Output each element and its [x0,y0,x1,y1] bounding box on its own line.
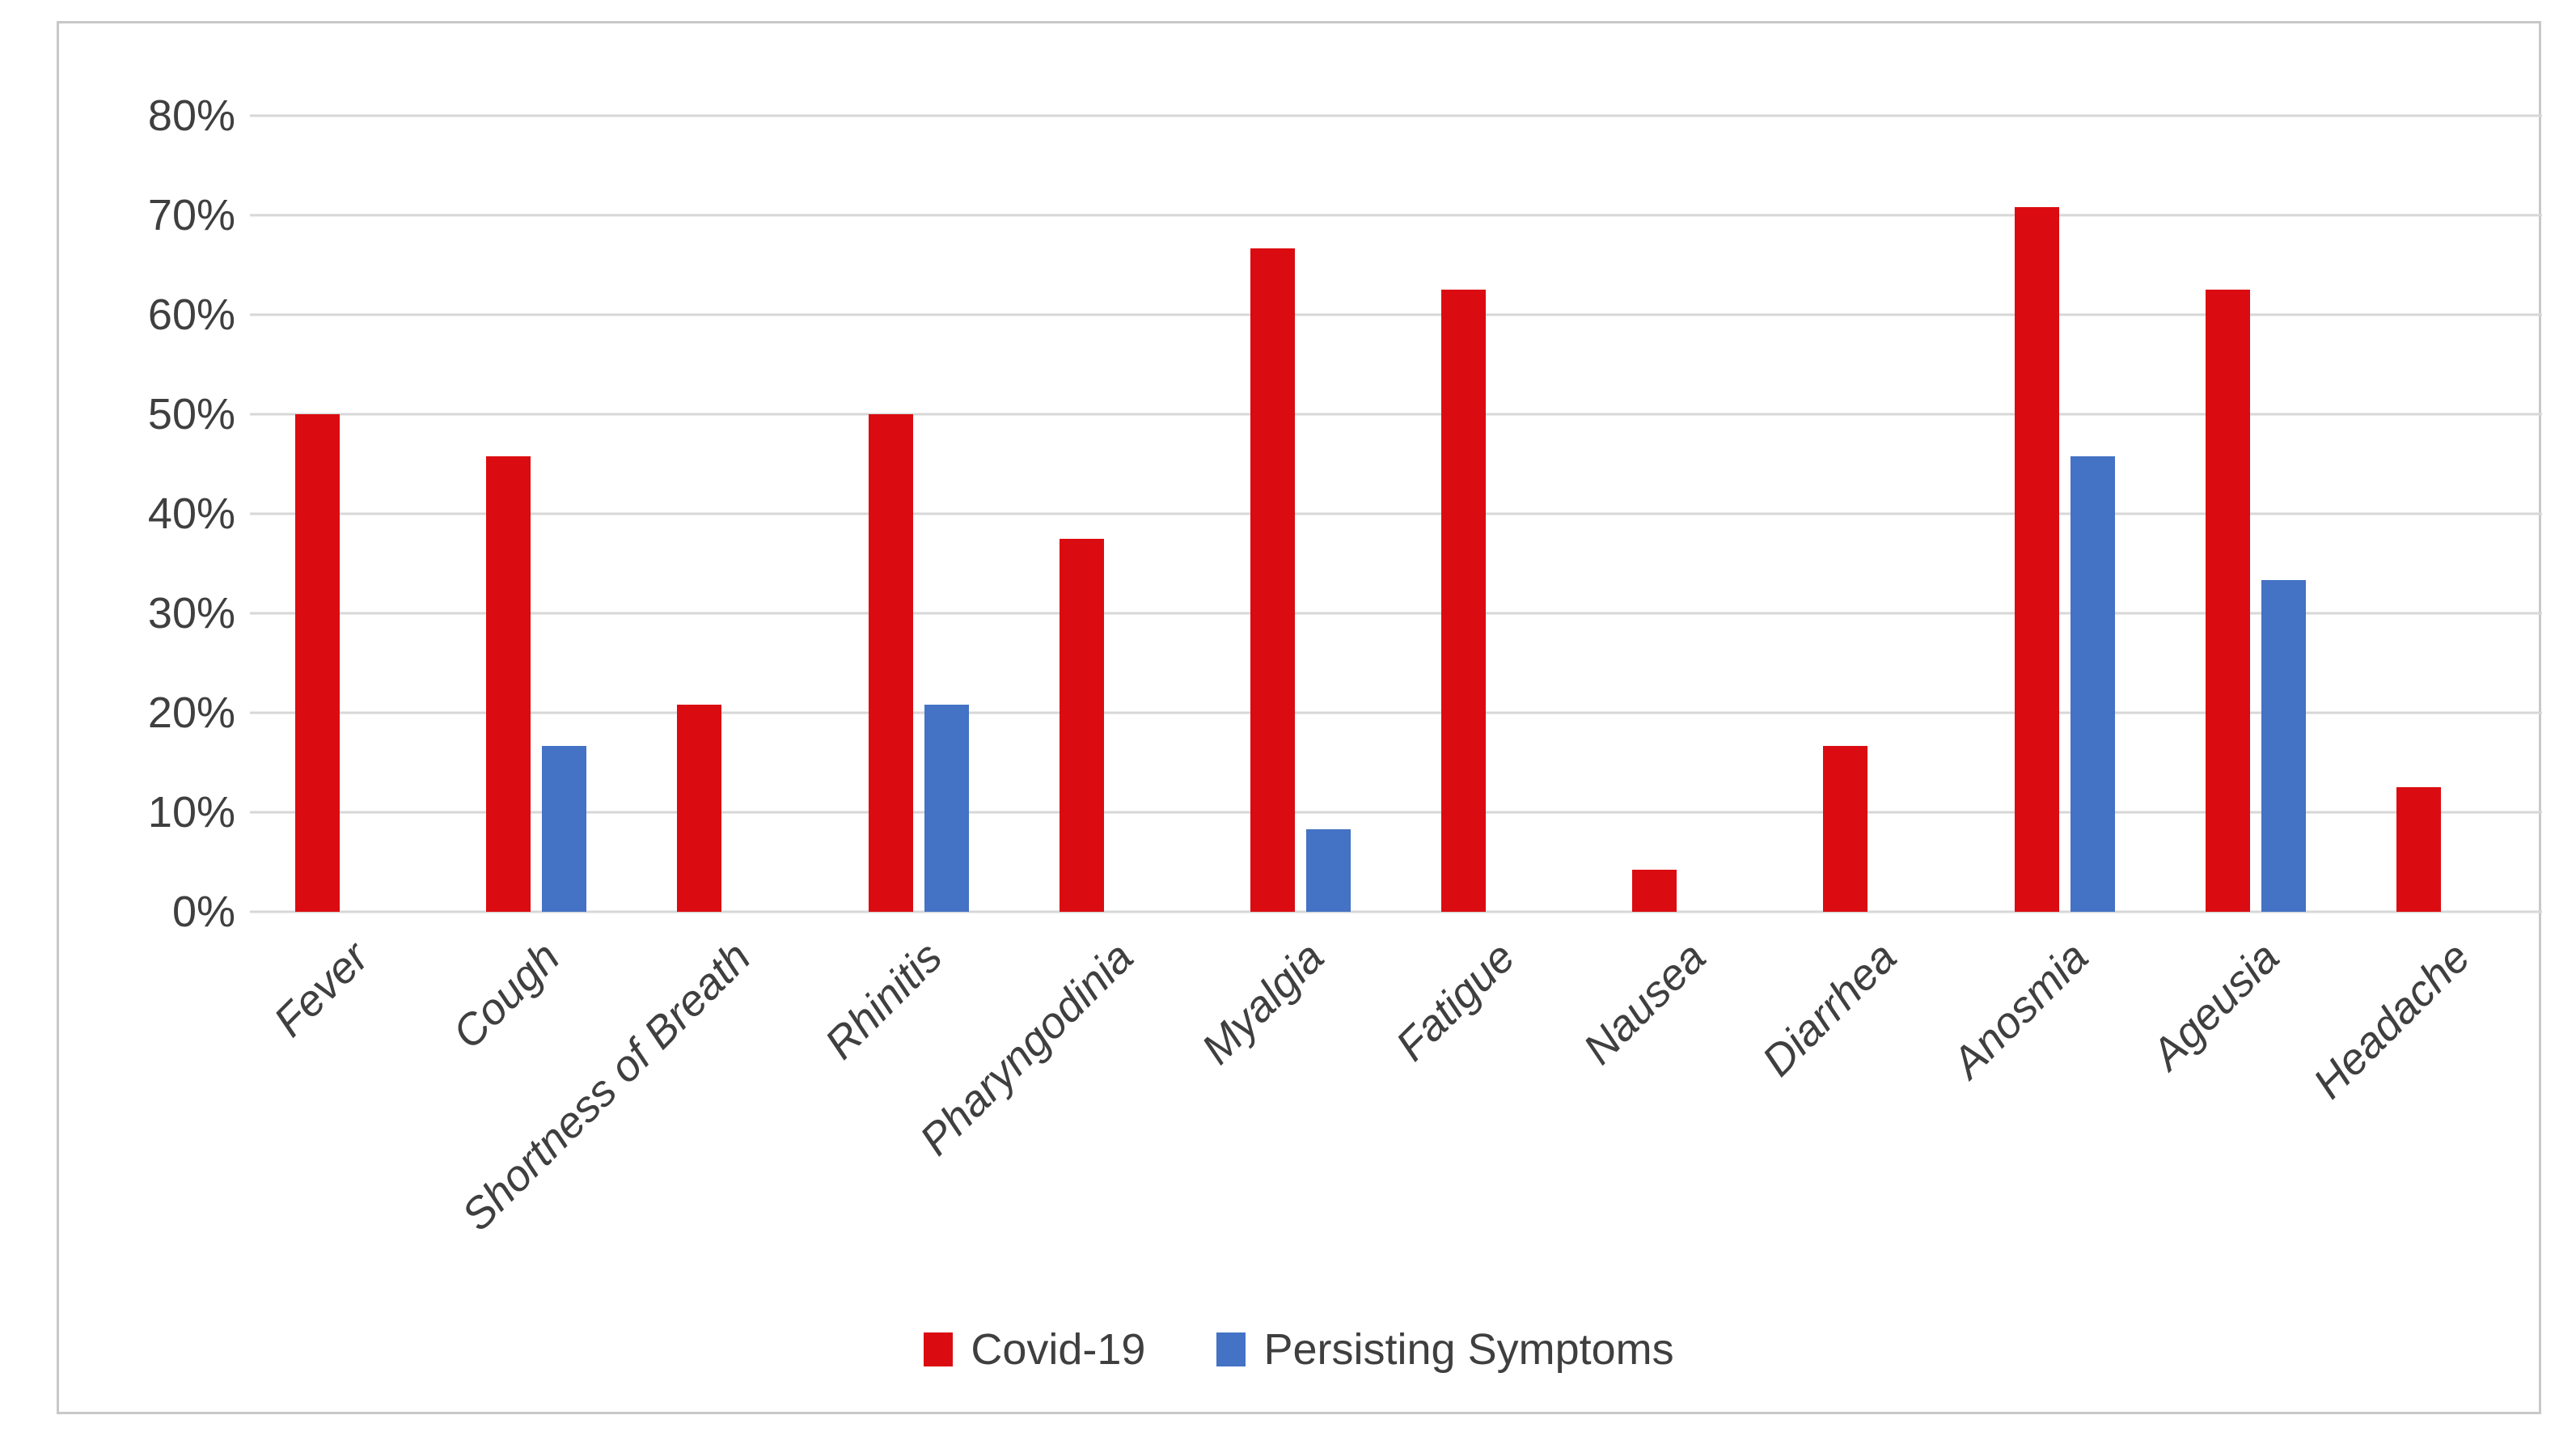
covid19-bar [677,705,722,912]
persisting-symptoms-legend-swatch [1216,1332,1246,1366]
bar-cluster [2396,116,2497,912]
covid19-legend-swatch [924,1332,954,1366]
bar-group: Fatigue [1387,116,1587,1070]
covid19-bar [2014,207,2059,912]
bar-group: Headache [2304,116,2542,1108]
x-axis-label: Rhinitis [815,932,951,1069]
bar-cluster [295,116,395,912]
bar-group: Anosmia [1943,116,2160,1087]
bar-cluster [677,116,777,912]
bar-group: Cough [441,116,632,1058]
bar-cluster [1823,116,1923,912]
persisting-symptoms-bar [542,745,587,912]
bar-group: Pharyngodinia [911,116,1205,1164]
legend: Covid-19 Persisting Symptoms [59,1328,2539,1371]
bar-group: Nausea [1575,116,1778,1074]
x-axis-label: Ageusia [2142,932,2289,1079]
bar-group: Fever [250,116,441,1046]
plot-area [250,114,2542,913]
y-axis: 0% 10% 20% 30% 40% 50% 60% 70% 80% [91,94,235,934]
persisting-symptoms-bar [2070,455,2115,912]
y-axis-tick-label: 60% [147,290,235,339]
bar-group: Ageusia [2142,116,2351,1078]
covid19-bar [1441,290,1487,912]
legend-item-covid19: Covid-19 [924,1328,1145,1371]
bar-group: Diarrhea [1753,116,1969,1086]
bar-cluster [486,116,587,912]
x-axis-label: Diarrhea [1753,932,1906,1086]
y-axis-tick-label: 70% [147,191,235,239]
covid19-bar [1250,248,1295,912]
gridline [250,114,2542,117]
bar-cluster [868,116,969,912]
covid19-bar [2396,787,2441,912]
bar-group: Rhinitis [815,116,1014,1069]
bar-cluster [1632,116,1732,912]
gridline [250,811,2542,814]
legend-item-persisting-symptoms: Persisting Symptoms [1216,1325,1674,1374]
x-axis-label: Myalgia [1192,932,1334,1074]
gridline [250,512,2542,515]
y-axis-tick-label: 40% [147,489,235,538]
gridline [250,313,2542,316]
bar-cluster [1059,116,1160,912]
bar-cluster [1441,116,1542,912]
bar-group: Shortness of Breath [453,116,823,1240]
x-axis-label: Anosmia [1942,932,2097,1087]
covid19-bar [1632,870,1677,912]
covid19-bar [1059,538,1104,912]
bar-cluster [1250,116,1351,912]
bar-cluster [2014,116,2115,912]
y-axis-tick-label: 30% [147,589,235,638]
covid19-bar [1823,745,1868,912]
bar-group: Myalgia [1192,116,1396,1074]
bar-cluster [2205,116,2306,912]
x-axis-label: Fever [264,932,379,1046]
persisting-symptoms-bar [924,705,969,912]
x-axis-label: Headache [2303,932,2480,1108]
y-axis-tick-label: 10% [147,788,235,837]
gridline [250,612,2542,615]
bar-groups: Fever Cough Shortness of Breath Rhinitis Pha… [250,116,2542,1240]
gridline [250,910,2542,913]
legend-label: Persisting Symptoms [1263,1325,1674,1374]
gridline [250,413,2542,416]
covid19-bar [486,455,531,912]
covid19-bar [295,414,341,912]
y-axis-tick-label: 0% [171,888,235,936]
y-axis-tick-label: 50% [147,390,235,438]
x-axis-label: Fatigue [1386,932,1525,1070]
persisting-symptoms-bar [1305,828,1351,912]
x-axis-label: Nausea [1574,932,1715,1074]
legend-label: Covid-19 [971,1325,1146,1374]
chart-frame: 0% 10% 20% 30% 40% 50% 60% 70% 80% Fever Cough Sho… [57,21,2542,1414]
y-axis-tick-label: 20% [147,688,235,737]
x-axis-label: Cough [443,932,569,1058]
gridline [250,214,2542,217]
covid19-bar [2205,290,2250,912]
covid19-bar [868,414,913,912]
gridline [250,711,2542,714]
y-axis-tick-label: 80% [147,91,235,140]
persisting-symptoms-bar [2261,580,2306,912]
